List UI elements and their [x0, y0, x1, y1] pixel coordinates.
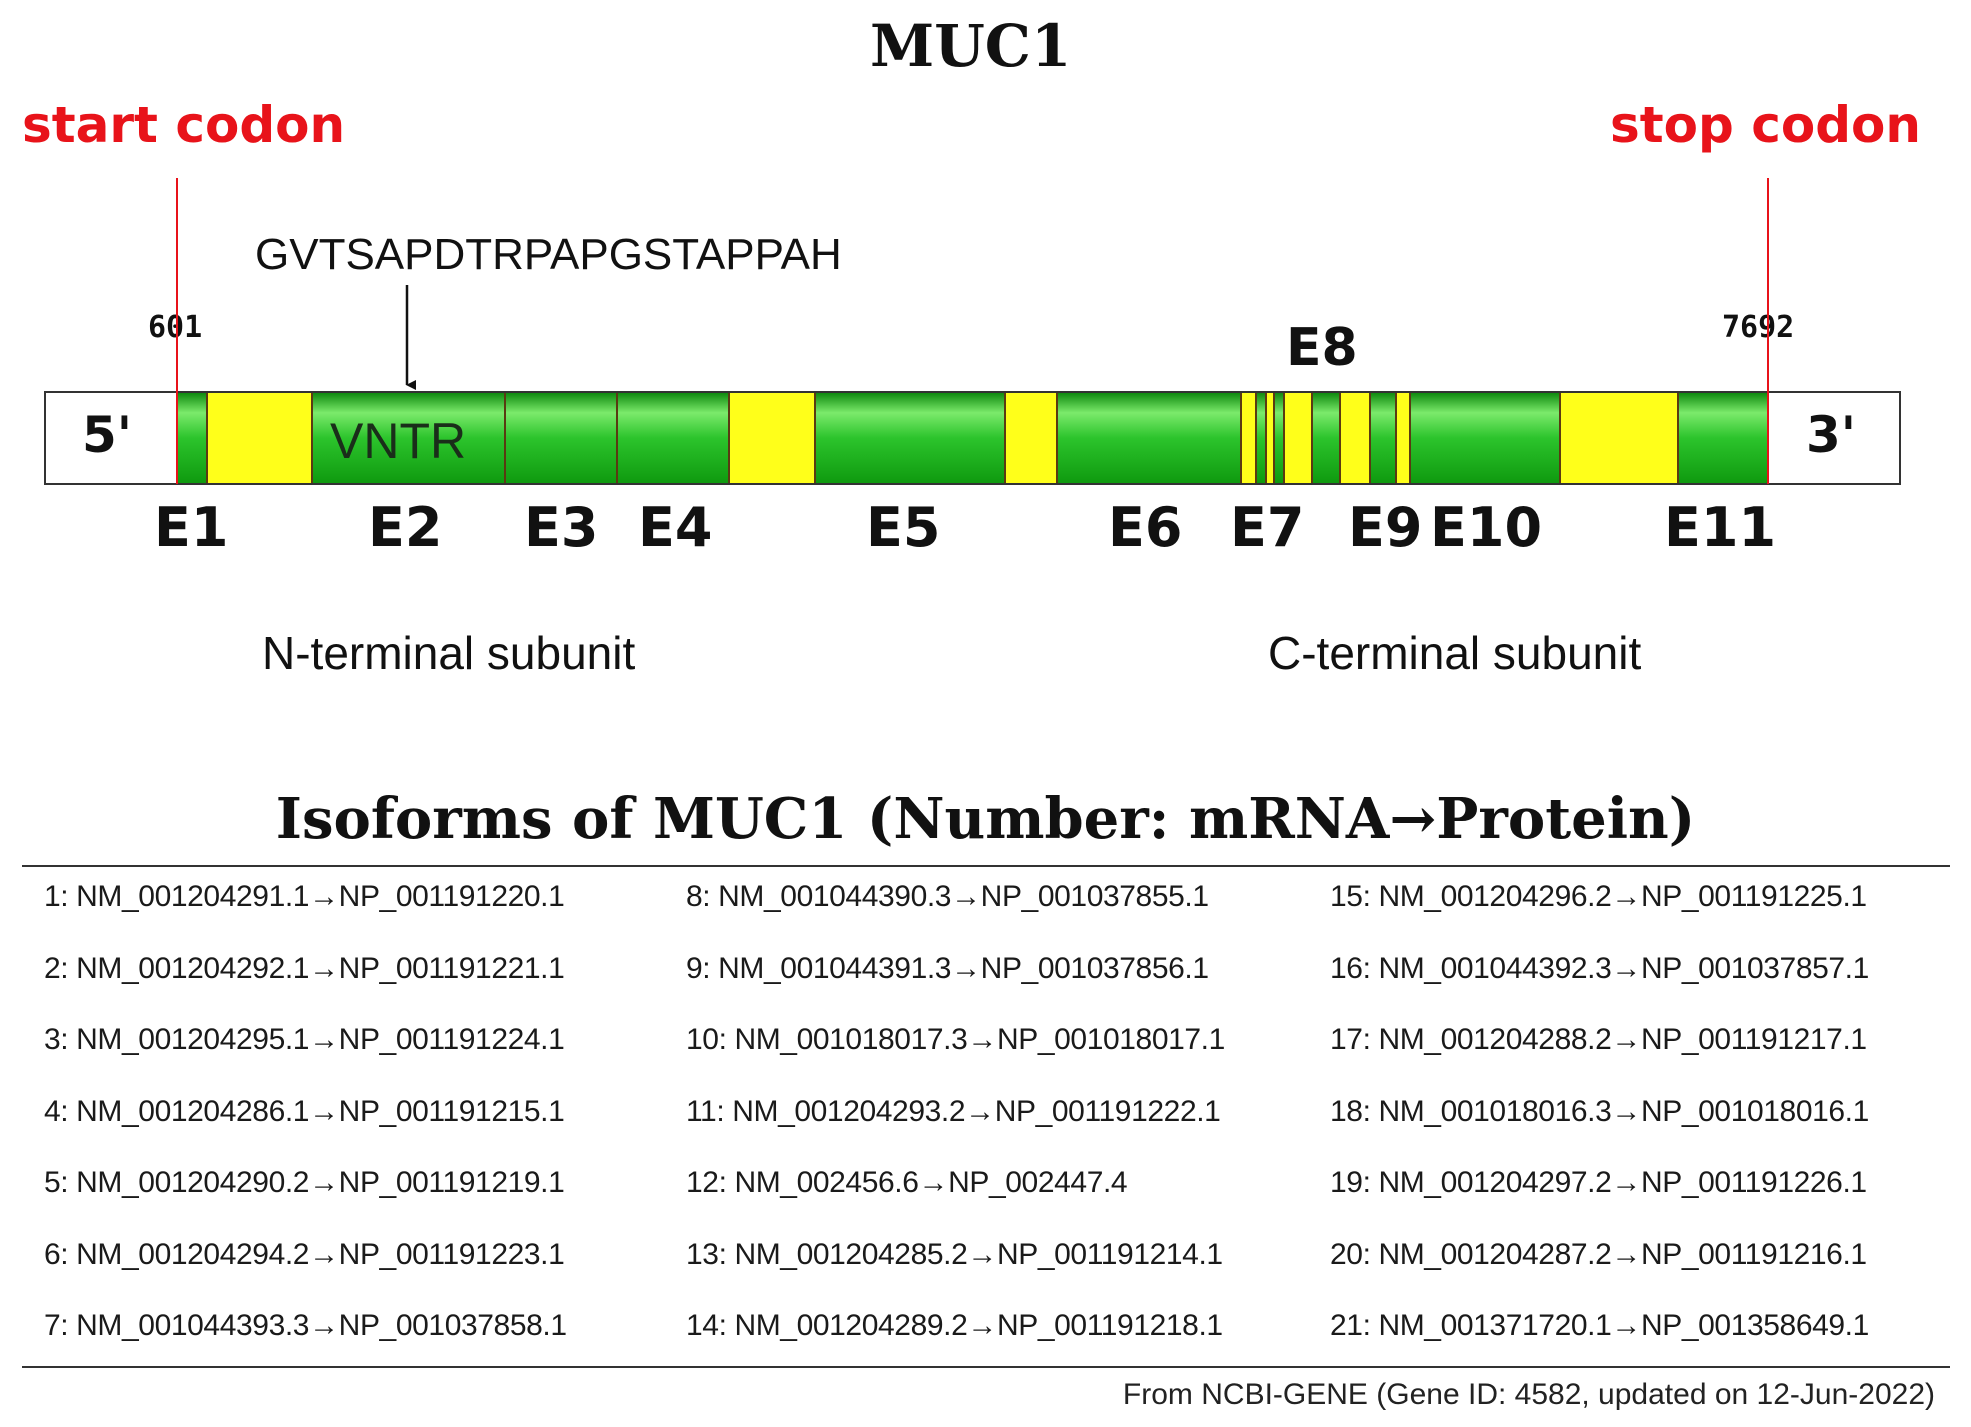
exon-e5-segment [815, 393, 1005, 483]
isoform-entry: 7: NM_001044393.3→NP_001037858.1 [44, 1309, 567, 1342]
yellow-segment [1005, 393, 1057, 483]
exon-e9-segment [1370, 393, 1396, 483]
stop-position-label: 7692 [1722, 310, 1795, 345]
isoform-column-3: 15: NM_001204296.2→NP_001191225.1 16: NM… [1330, 880, 1869, 1381]
exon-e3-segment [505, 393, 617, 483]
yellow-segment [207, 393, 312, 483]
exon-e6-segment [1057, 393, 1241, 483]
exon-e10-segment [1410, 393, 1560, 483]
n-terminal-subunit-label: N-terminal subunit [262, 627, 636, 679]
yellow-segment [1560, 393, 1678, 483]
exon-label-e10: E10 [1430, 496, 1543, 559]
exon-label-e6: E6 [1108, 496, 1183, 559]
isoform-entry: 4: NM_001204286.1→NP_001191215.1 [44, 1094, 565, 1128]
diagram-title: MUC1 [870, 12, 1072, 80]
source-note: From NCBI-GENE (Gene ID: 4582, updated o… [1122, 1378, 1935, 1411]
c-terminal-subunit-label: C-terminal subunit [1268, 627, 1642, 679]
yellow-segment [1241, 393, 1256, 483]
yellow-segment [729, 393, 815, 483]
isoform-entry: 16: NM_001044392.3→NP_001037857.1 [1330, 951, 1869, 985]
start-position-label: 601 [148, 310, 203, 345]
isoform-entry: 10: NM_001018017.3→NP_001018017.1 [686, 1023, 1225, 1056]
yellow-segment [1266, 393, 1274, 483]
isoform-entry: 19: NM_001204297.2→NP_001191226.1 [1330, 1166, 1867, 1199]
isoform-entry: 15: NM_001204296.2→NP_001191225.1 [1330, 880, 1867, 913]
exon-e11-segment [1678, 393, 1768, 483]
isoform-entry: 21: NM_001371720.1→NP_001358649.1 [1330, 1309, 1869, 1342]
gene-structure-diagram [44, 178, 1901, 485]
isoform-entry: 18: NM_001018016.3→NP_001018016.1 [1330, 1094, 1869, 1128]
exon-label-e2: E2 [368, 496, 443, 559]
exon-e4-segment [617, 393, 729, 483]
yellow-segment [1340, 393, 1370, 483]
e8-label: E8 [1286, 318, 1358, 378]
isoform-entry: 6: NM_001204294.2→NP_001191223.1 [44, 1237, 565, 1271]
isoform-entry: 1: NM_001204291.1→NP_001191220.1 [44, 880, 565, 913]
isoform-entry: 14: NM_001204289.2→NP_001191218.1 [686, 1309, 1223, 1342]
exon-e8-segment [1274, 393, 1284, 483]
isoform-column-2: 8: NM_001044390.3→NP_001037855.1 9: NM_0… [686, 880, 1225, 1381]
yellow-segment [1284, 393, 1312, 483]
isoform-entry: 2: NM_001204292.1→NP_001191221.1 [44, 951, 565, 985]
exon-label-e3: E3 [524, 496, 599, 559]
isoform-entry: 20: NM_001204287.2→NP_001191216.1 [1330, 1237, 1867, 1271]
exon-segment [1312, 393, 1340, 483]
isoform-entry: 11: NM_001204293.2→NP_001191222.1 [686, 1094, 1221, 1128]
start-codon-label: start codon [22, 96, 346, 154]
five-prime-label: 5' [82, 406, 133, 464]
exon-label-e9: E9 [1348, 496, 1423, 559]
isoform-column-1: 1: NM_001204291.1→NP_001191220.1 2: NM_0… [44, 880, 567, 1381]
exon-label-e1: E1 [154, 496, 229, 559]
isoform-entry: 9: NM_001044391.3→NP_001037856.1 [686, 951, 1209, 985]
isoform-entry: 3: NM_001204295.1→NP_001191224.1 [44, 1023, 565, 1056]
isoform-entry: 8: NM_001044390.3→NP_001037855.1 [686, 880, 1209, 913]
exon-label-e7: E7 [1230, 496, 1305, 559]
exon-label-e5: E5 [866, 496, 941, 559]
isoform-entry: 5: NM_001204290.2→NP_001191219.1 [44, 1166, 565, 1199]
isoform-entry: 13: NM_001204285.2→NP_001191214.1 [686, 1237, 1223, 1271]
three-prime-label: 3' [1806, 406, 1857, 464]
isoform-entry: 12: NM_002456.6→NP_002447.4 [686, 1166, 1128, 1199]
yellow-segment [1396, 393, 1410, 483]
vntr-segment [312, 393, 505, 483]
exon-e1-segment [177, 393, 207, 483]
exon-label-e4: E4 [638, 496, 713, 559]
repeat-sequence-label: GVTSAPDTRPAPGSTAPPAH [255, 230, 842, 279]
table-bottom-rule [22, 1366, 1950, 1368]
isoforms-title: Isoforms of MUC1 (Number: mRNA→Protein) [275, 786, 1696, 852]
isoform-entry: 17: NM_001204288.2→NP_001191217.1 [1330, 1023, 1867, 1056]
table-top-rule [22, 865, 1950, 867]
exon-label-e11: E11 [1664, 496, 1777, 559]
stop-codon-label: stop codon [1610, 96, 1921, 154]
exon-e7-segment [1256, 393, 1266, 483]
vntr-label: VNTR [330, 413, 467, 469]
